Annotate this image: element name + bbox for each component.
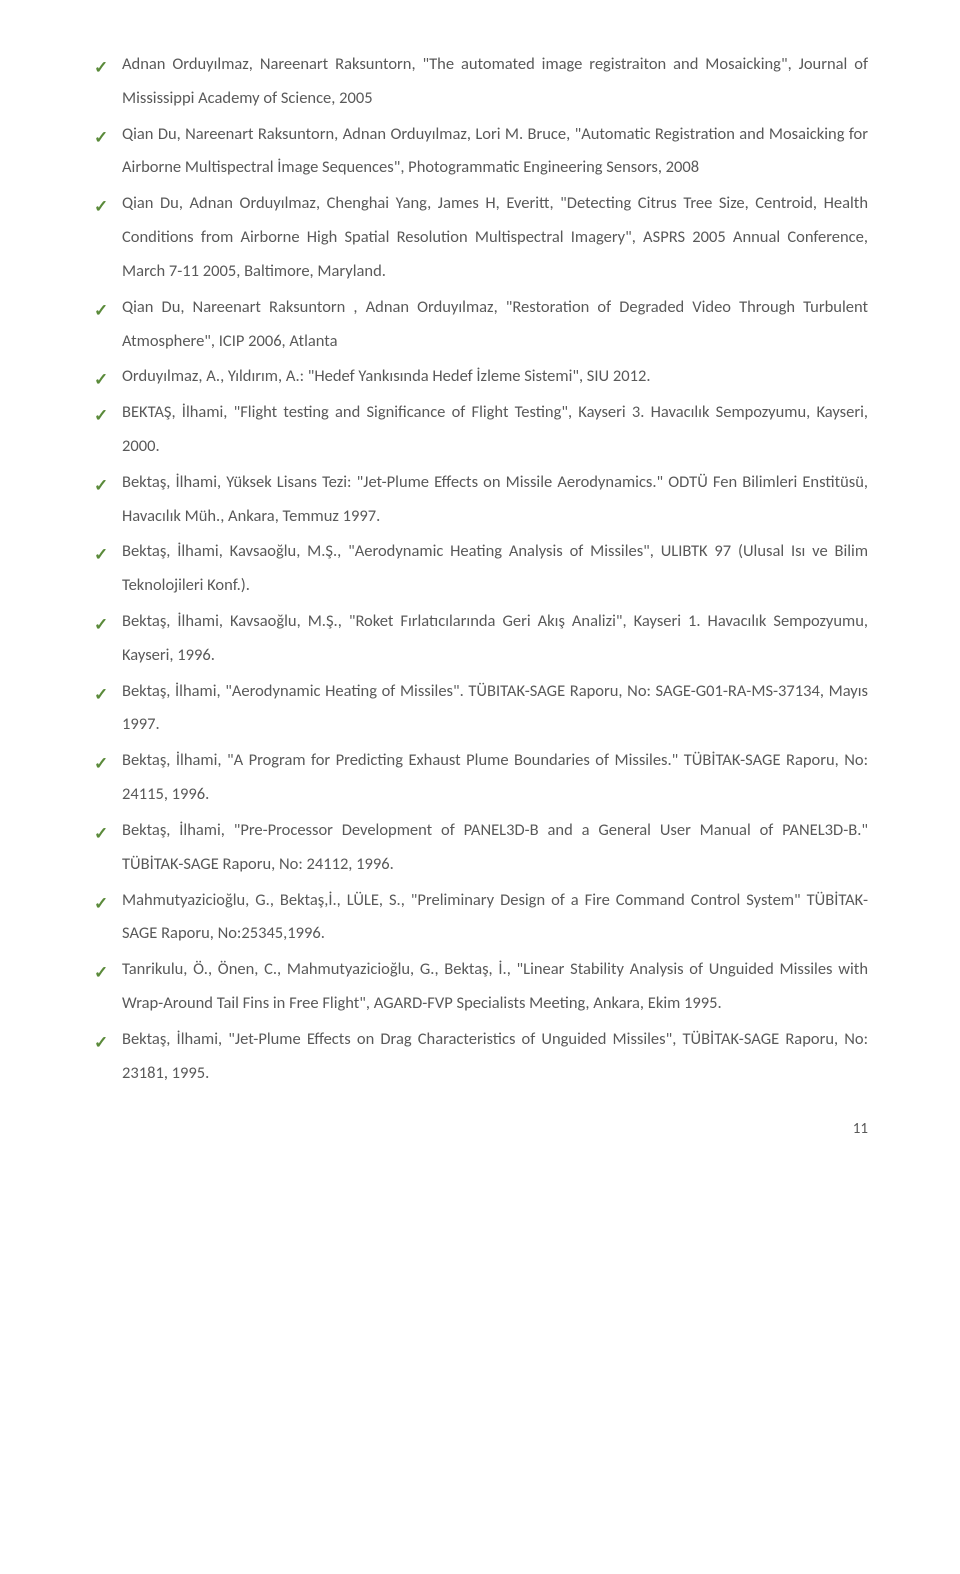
reference-item: ✓ Bektaş, İlhami, "Pre-Processor Developm…	[92, 814, 868, 882]
reference-item: ✓ Bektaş, İlhami, "A Program for Predicti…	[92, 744, 868, 812]
checkmark-icon: ✓	[94, 363, 108, 398]
reference-list: ✓ Adnan Orduyılmaz, Nareenart Raksuntorn,…	[92, 48, 868, 1090]
checkmark-icon: ✓	[94, 51, 108, 86]
reference-item: ✓ Bektaş, İlhami, Kavsaoğlu, M.Ş., "Roket…	[92, 605, 868, 673]
reference-text: Bektaş, İlhami, "A Program for Predictin…	[122, 750, 868, 804]
reference-text: Bektaş, İlhami, Yüksek Lisans Tezi: "Jet…	[122, 472, 868, 526]
reference-item: ✓ Tanrikulu, Ö., Önen, C., Mahmutyazicioğ…	[92, 953, 868, 1021]
page-number: 11	[92, 1120, 868, 1138]
reference-text: Mahmutyazicioğlu, G., Bektaş,İ., LÜLE, S…	[122, 890, 868, 944]
checkmark-icon: ✓	[94, 399, 108, 434]
reference-item: ✓ Mahmutyazicioğlu, G., Bektaş,İ., LÜLE, …	[92, 884, 868, 952]
reference-text: Bektaş, İlhami, Kavsaoğlu, M.Ş., "Aerody…	[122, 541, 868, 595]
reference-item: ✓ Adnan Orduyılmaz, Nareenart Raksuntorn,…	[92, 48, 868, 116]
reference-item: ✓ Bektaş, İlhami, "Jet-Plume Effects on D…	[92, 1023, 868, 1091]
checkmark-icon: ✓	[94, 538, 108, 573]
reference-text: Bektaş, İlhami, Kavsaoğlu, M.Ş., "Roket …	[122, 611, 868, 665]
reference-text: Adnan Orduyılmaz, Nareenart Raksuntorn, …	[122, 54, 868, 108]
reference-text: Bektaş, İlhami, "Pre-Processor Developme…	[122, 820, 868, 874]
checkmark-icon: ✓	[94, 678, 108, 713]
reference-text: Qian Du, Nareenart Raksuntorn , Adnan Or…	[122, 297, 868, 351]
checkmark-icon: ✓	[94, 294, 108, 329]
reference-text: Orduyılmaz, A., Yıldırım, A.: "Hedef Yan…	[122, 366, 650, 386]
reference-text: BEKTAŞ, İlhami, "Flight testing and Sign…	[122, 402, 868, 456]
reference-text: Bektaş, İlhami, "Jet-Plume Effects on Dr…	[122, 1029, 868, 1083]
checkmark-icon: ✓	[94, 956, 108, 991]
reference-text: Qian Du, Adnan Orduyılmaz, Chenghai Yang…	[122, 193, 868, 281]
reference-item: ✓Orduyılmaz, A., Yıldırım, A.: "Hedef Ya…	[92, 360, 868, 394]
reference-text: Bektaş, İlhami, "Aerodynamic Heating of …	[122, 681, 868, 735]
reference-item: ✓ Qian Du, Nareenart Raksuntorn , Adnan O…	[92, 291, 868, 359]
reference-item: ✓ Qian Du, Adnan Orduyılmaz, Chenghai Yan…	[92, 187, 868, 288]
reference-item: ✓ Bektaş, İlhami, "Aerodynamic Heating of…	[92, 675, 868, 743]
reference-item: ✓ Bektaş, İlhami, Yüksek Lisans Tezi: "Je…	[92, 466, 868, 534]
reference-text: Qian Du, Nareenart Raksuntorn, Adnan Ord…	[122, 124, 868, 178]
checkmark-icon: ✓	[94, 121, 108, 156]
checkmark-icon: ✓	[94, 608, 108, 643]
checkmark-icon: ✓	[94, 1026, 108, 1061]
checkmark-icon: ✓	[94, 190, 108, 225]
checkmark-icon: ✓	[94, 747, 108, 782]
reference-item: ✓ BEKTAŞ, İlhami, "Flight testing and Sig…	[92, 396, 868, 464]
checkmark-icon: ✓	[94, 887, 108, 922]
checkmark-icon: ✓	[94, 817, 108, 852]
reference-item: ✓ Bektaş, İlhami, Kavsaoğlu, M.Ş., "Aerod…	[92, 535, 868, 603]
reference-text: Tanrikulu, Ö., Önen, C., Mahmutyazicioğl…	[122, 959, 868, 1013]
reference-item: ✓ Qian Du, Nareenart Raksuntorn, Adnan Or…	[92, 118, 868, 186]
checkmark-icon: ✓	[94, 469, 108, 504]
